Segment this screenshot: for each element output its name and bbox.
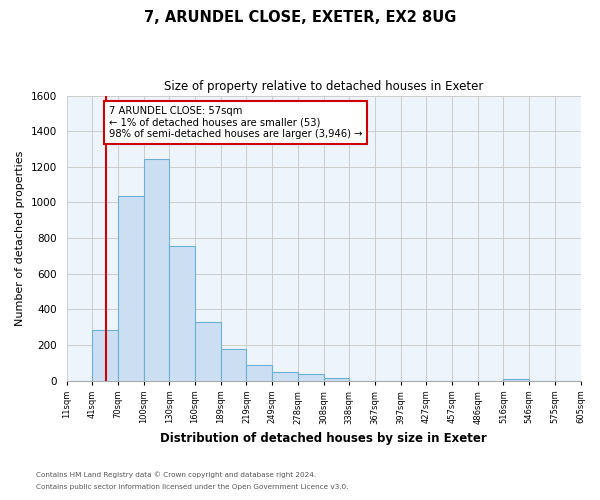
Text: Contains HM Land Registry data © Crown copyright and database right 2024.: Contains HM Land Registry data © Crown c… [36, 471, 316, 478]
Bar [503, 379, 529, 380]
Bar [195, 322, 221, 380]
Bar [169, 246, 195, 380]
Bar [272, 372, 298, 380]
Title: Size of property relative to detached houses in Exeter: Size of property relative to detached ho… [164, 80, 483, 93]
Bar [247, 366, 272, 380]
Bar [143, 159, 169, 380]
Bar [92, 330, 118, 380]
Bar [323, 378, 349, 380]
Bar [221, 350, 247, 380]
Bar [118, 196, 143, 380]
X-axis label: Distribution of detached houses by size in Exeter: Distribution of detached houses by size … [160, 432, 487, 445]
Bar [298, 374, 323, 380]
Text: 7 ARUNDEL CLOSE: 57sqm
← 1% of detached houses are smaller (53)
98% of semi-deta: 7 ARUNDEL CLOSE: 57sqm ← 1% of detached … [109, 106, 362, 140]
Y-axis label: Number of detached properties: Number of detached properties [15, 150, 25, 326]
Text: Contains public sector information licensed under the Open Government Licence v3: Contains public sector information licen… [36, 484, 349, 490]
Text: 7, ARUNDEL CLOSE, EXETER, EX2 8UG: 7, ARUNDEL CLOSE, EXETER, EX2 8UG [144, 10, 456, 25]
